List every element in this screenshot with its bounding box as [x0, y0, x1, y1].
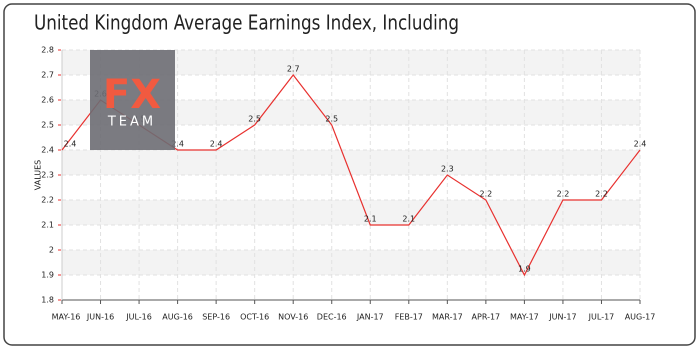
x-tick-label: JUL-17	[588, 313, 615, 322]
x-tick-label: DEC-16	[317, 313, 347, 322]
data-label: 2.1	[402, 215, 415, 224]
logo-fx: FX	[103, 72, 161, 118]
data-label: 2.7	[287, 65, 300, 74]
grid-band	[62, 250, 640, 275]
logo-team: TEAM	[107, 115, 156, 130]
x-tick-label: FEB-17	[395, 313, 423, 322]
grid-band	[62, 200, 640, 225]
x-tick-label: AUG-17	[625, 313, 656, 322]
x-tick-label: JUN-16	[86, 313, 114, 322]
x-tick-label: MAY-16	[52, 313, 81, 322]
data-label: 2.2	[557, 190, 570, 199]
x-tick-label: MAR-17	[432, 313, 463, 322]
x-tick-label: APR-17	[472, 313, 501, 322]
data-label: 2.2	[479, 190, 492, 199]
data-label: 2.2	[595, 190, 608, 199]
data-label: 1.9	[518, 265, 531, 274]
data-label: 2.4	[634, 140, 647, 149]
grid-band	[62, 150, 640, 175]
y-tick-label: 2.2	[41, 196, 54, 205]
x-tick-label: MAY-17	[510, 313, 539, 322]
data-label: 2.4	[64, 140, 77, 149]
y-tick-label: 1.8	[41, 296, 54, 305]
y-tick-label: 2.5	[41, 121, 54, 130]
data-label: 2.5	[325, 115, 338, 124]
y-tick-label: 2.7	[41, 71, 54, 80]
y-tick-label: 2.4	[41, 146, 54, 155]
x-tick-label: SEP-16	[202, 313, 230, 322]
x-tick-label: NOV-16	[278, 313, 308, 322]
chart-title: United Kingdom Average Earnings Index, I…	[34, 11, 459, 35]
data-label: 2.3	[441, 165, 454, 174]
x-tick-label: OCT-16	[240, 313, 269, 322]
x-tick-label: AUG-16	[162, 313, 193, 322]
y-tick-label: 2.6	[41, 96, 54, 105]
y-axis-label: VALUES	[34, 160, 43, 190]
data-label: 2.4	[210, 140, 223, 149]
logo-box	[90, 50, 175, 150]
y-tick-label: 2	[49, 246, 54, 255]
y-tick-label: 1.9	[41, 271, 54, 280]
data-label: 2.4	[171, 140, 184, 149]
data-label: 2.1	[364, 215, 377, 224]
y-tick-label: 2.1	[41, 221, 54, 230]
y-tick-label: 2.3	[41, 171, 54, 180]
x-tick-label: JAN-17	[356, 313, 384, 322]
data-label: 2.5	[248, 115, 261, 124]
y-tick-label: 2.8	[41, 46, 54, 55]
x-tick-label: JUN-17	[548, 313, 576, 322]
x-tick-label: JUL-16	[125, 313, 152, 322]
